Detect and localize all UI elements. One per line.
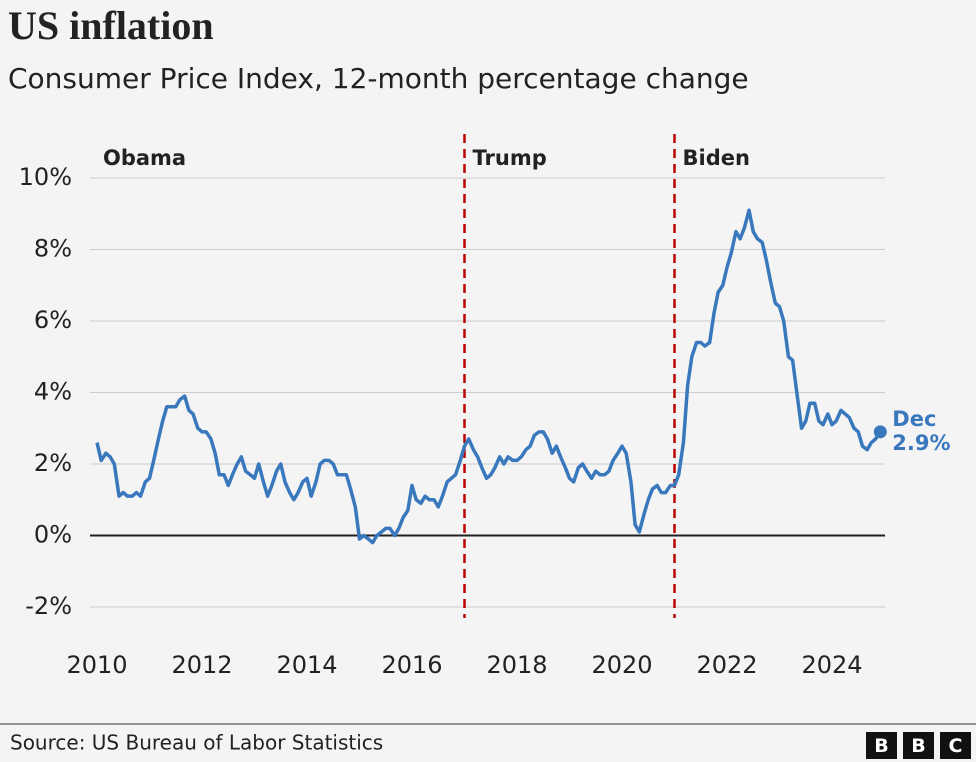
president-label: Obama <box>103 146 186 170</box>
x-tick-label: 2018 <box>486 651 547 679</box>
end-annotation: Dec <box>892 407 936 431</box>
chart-subtitle: Consumer Price Index, 12-month percentag… <box>8 62 749 95</box>
chart-title: US inflation <box>8 3 214 48</box>
x-tick-label: 2010 <box>66 651 127 679</box>
logo-box <box>903 732 934 759</box>
source: Source: US Bureau of Labor Statistics <box>10 731 383 755</box>
y-tick-label: 8% <box>34 235 72 263</box>
x-tick-label: 2016 <box>381 651 442 679</box>
y-tick-label: -2% <box>25 592 72 620</box>
y-tick-label: 2% <box>34 449 72 477</box>
end-value-label: 2.9% <box>892 431 950 455</box>
x-tick-label: 2024 <box>801 651 862 679</box>
x-tick-label: 2022 <box>696 651 757 679</box>
x-tick-label: 2012 <box>171 651 232 679</box>
president-label: Biden <box>683 146 750 170</box>
president-label: Trump <box>473 146 547 170</box>
x-tick-label: 2020 <box>591 651 652 679</box>
logo-letter: C <box>949 735 963 757</box>
logo-box <box>940 732 971 759</box>
y-tick-label: 4% <box>34 378 72 406</box>
inflation-line <box>95 208 882 545</box>
y-tick-label: 10% <box>19 163 72 191</box>
x-tick-label: 2014 <box>276 651 337 679</box>
logo-letter: B <box>874 735 888 757</box>
end-point <box>873 425 887 439</box>
y-tick-label: 0% <box>34 521 72 549</box>
y-tick-label: 6% <box>34 306 72 334</box>
logo-box <box>866 732 897 759</box>
logo-letter: B <box>911 735 925 757</box>
